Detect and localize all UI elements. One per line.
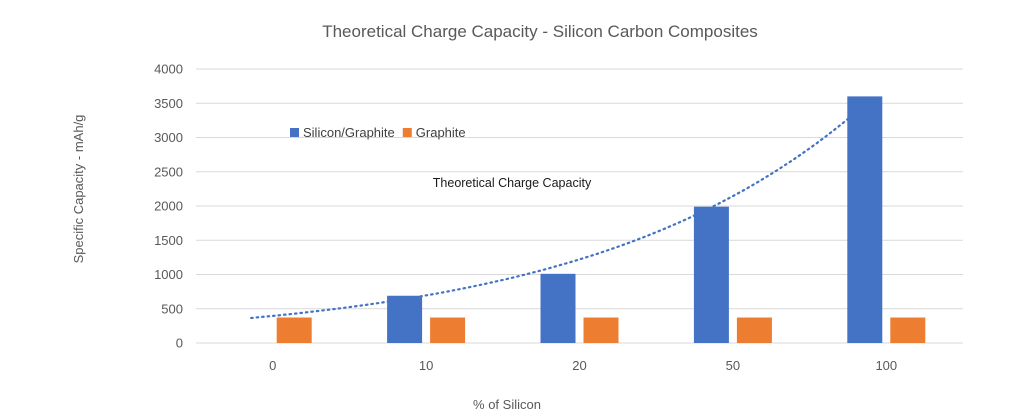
bar-silicon-graphite-50: [693, 206, 729, 343]
y-tick-label-6: 3000: [154, 130, 183, 145]
bar-graphite-20: [583, 317, 619, 343]
bars: [276, 96, 926, 344]
x-tick-label-4: 100: [875, 358, 897, 373]
y-tick-label-8: 4000: [154, 62, 183, 77]
y-axis-label: Specific Capacity - mAh/g: [71, 115, 86, 264]
legend-swatch-graphite: [402, 128, 412, 137]
x-tick-label-0: 0: [269, 358, 276, 373]
y-tick-label-0: 0: [176, 336, 183, 351]
trendline: [250, 103, 866, 320]
legend: Silicon/Graphite Graphite: [290, 125, 466, 140]
bar-graphite-10: [430, 317, 466, 343]
legend-label-graphite: Graphite: [416, 125, 466, 140]
bar-silicon-graphite-10: [387, 295, 423, 343]
chart-title: Theoretical Charge Capacity - Silicon Ca…: [322, 22, 758, 41]
legend-swatch-silicon-graphite: [290, 128, 299, 137]
bar-silicon-graphite-100: [847, 96, 883, 344]
y-tick-label-1: 500: [161, 301, 183, 316]
x-tick-label-2: 20: [572, 358, 586, 373]
chart-annotation: Theoretical Charge Capacity: [433, 176, 592, 190]
y-tick-label-4: 2000: [154, 199, 183, 214]
y-tick-label-5: 2500: [154, 164, 183, 179]
x-axis-label: % of Silicon: [473, 397, 541, 412]
y-tick-label-2: 1000: [154, 267, 183, 282]
bar-graphite-50: [736, 317, 772, 343]
y-tick-label-7: 3500: [154, 96, 183, 111]
grid-lines: [196, 68, 963, 344]
legend-label-silicon-graphite: Silicon/Graphite: [303, 125, 395, 140]
x-tick-label-1: 10: [419, 358, 433, 373]
x-tick-label-3: 50: [726, 358, 740, 373]
y-tick-labels: 0 500 1000 1500 2000 2500 3000 3500 4000: [154, 62, 183, 351]
bar-graphite-100: [890, 317, 926, 343]
bar-silicon-graphite-20: [540, 273, 576, 343]
bar-graphite-0: [276, 317, 312, 343]
y-tick-label-3: 1500: [154, 233, 183, 248]
x-tick-labels: 0 10 20 50 100: [269, 358, 897, 373]
trendline-path: [250, 103, 866, 320]
